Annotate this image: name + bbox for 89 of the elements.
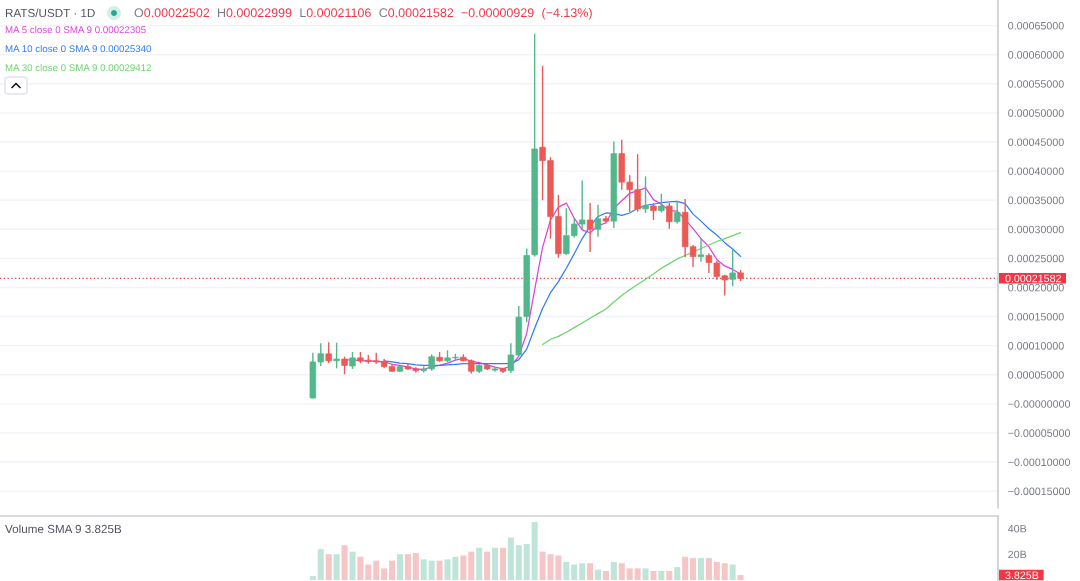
bar	[428, 560, 435, 580]
bar	[602, 570, 609, 580]
bar	[317, 549, 324, 580]
y-tick-label: −0.00000000	[1008, 400, 1071, 408]
bar	[365, 564, 372, 580]
y-tick-label: 0.00040000	[1008, 167, 1064, 176]
bar	[484, 551, 491, 580]
text: RATS/USDT · 1D	[5, 8, 95, 18]
bar	[460, 555, 467, 580]
candlestick	[658, 193, 665, 214]
bar	[729, 564, 736, 580]
bar	[325, 554, 332, 580]
bar	[674, 567, 681, 580]
bar	[705, 558, 712, 580]
bar	[610, 561, 617, 580]
bar	[721, 563, 728, 580]
candlestick	[697, 237, 705, 263]
text: MA 30 close 0 SMA 9 0.00029412	[5, 63, 151, 72]
bar	[713, 561, 720, 580]
ref-line-label: 0.00021582	[1005, 274, 1061, 283]
y-tick-label: 0.00060000	[1008, 51, 1064, 59]
y-tick-label: 0.00025000	[1008, 254, 1064, 263]
bar	[555, 555, 562, 580]
bar	[309, 576, 316, 580]
bar	[682, 556, 689, 580]
bar	[515, 545, 522, 580]
bar	[658, 570, 665, 580]
y-tick-label: −0.00015000	[1008, 487, 1071, 496]
y-tick-label: 0.00050000	[1008, 109, 1064, 117]
bar	[571, 564, 578, 580]
bar	[357, 556, 364, 580]
bar	[412, 552, 419, 580]
candlestick	[333, 342, 340, 370]
bar	[333, 554, 340, 580]
bar	[634, 568, 641, 580]
y-tick-label: 0.00035000	[1008, 196, 1064, 205]
candlestick	[729, 247, 736, 287]
bar	[523, 543, 530, 580]
bar	[341, 545, 348, 580]
bar	[436, 560, 443, 580]
bar	[737, 575, 744, 580]
bar	[626, 568, 633, 580]
bar	[396, 554, 403, 580]
bar	[381, 568, 388, 580]
y-tick-label: 0.00010000	[1008, 342, 1064, 350]
candlestick	[674, 200, 681, 225]
text: 3.825B	[1005, 571, 1039, 580]
y-tick-label: −0.00010000	[1008, 458, 1071, 467]
bar	[507, 537, 514, 580]
y-tick-label: 0.00015000	[1008, 312, 1064, 321]
bar	[595, 569, 602, 580]
bar	[690, 558, 697, 580]
y-tick-label: 0.00005000	[1008, 371, 1064, 379]
bar	[492, 547, 499, 580]
y-tick-label: 20B	[1008, 550, 1027, 559]
candlestick	[586, 202, 594, 253]
y-tick-label: 0.00020000	[1008, 283, 1064, 292]
line-series	[541, 232, 742, 346]
text: MA 5 close 0 SMA 9 0.00022305	[5, 25, 146, 34]
y-tick-label: 0.00065000	[1008, 22, 1064, 30]
y-tick-label: −0.00005000	[1008, 429, 1071, 437]
bar	[468, 551, 475, 580]
bar	[563, 561, 570, 580]
bar	[349, 551, 356, 580]
y-tick-label: 0.00030000	[1008, 225, 1064, 234]
bar	[697, 558, 704, 580]
text: MA 10 close 0 SMA 9 0.00025340	[5, 44, 152, 53]
bar	[420, 559, 427, 580]
candlestick	[642, 175, 649, 214]
bar	[579, 563, 586, 580]
text: Volume SMA 9 3.825B	[5, 524, 122, 534]
y-tick-label: 0.00045000	[1008, 138, 1064, 146]
candlestick	[325, 341, 332, 364]
candlestick	[666, 202, 673, 230]
text: O0.00022502 H0.00022999 L0.00021106 C0.00021582 −0.00000929 (−4.13%)	[134, 7, 592, 20]
bar	[499, 547, 506, 580]
bar	[404, 554, 411, 580]
bar	[618, 563, 625, 580]
bar	[531, 522, 538, 580]
bar	[642, 568, 649, 580]
bar	[650, 570, 657, 580]
bar	[666, 570, 673, 580]
bar	[389, 560, 396, 580]
bar	[476, 547, 483, 580]
bar	[587, 563, 594, 580]
bar	[373, 560, 380, 580]
y-tick-label: 0.00055000	[1008, 80, 1064, 88]
y-tick-label: 40B	[1007, 524, 1027, 533]
candlestick	[594, 204, 602, 238]
